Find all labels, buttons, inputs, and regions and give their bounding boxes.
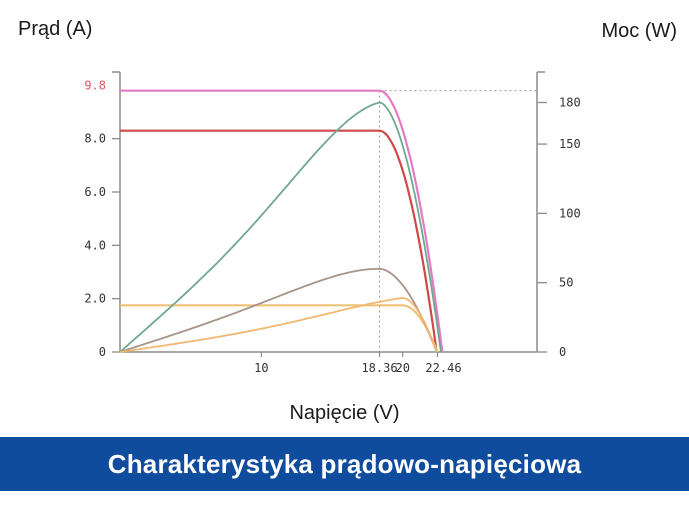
left-axis-title: Prąd (A) xyxy=(18,18,93,40)
left-tick-label: 8.0 xyxy=(84,132,106,146)
current-curve-1 xyxy=(120,129,438,353)
x-tick-label: 22.46 xyxy=(425,361,461,375)
right-axis-title: Moc (W) xyxy=(601,20,677,42)
grid-layer xyxy=(379,90,537,352)
title-banner: Charakterystyka prądowo-napięciowa xyxy=(0,437,689,491)
x-tick-label: 18.36 xyxy=(361,361,397,375)
left-tick-label: 2.0 xyxy=(84,292,106,306)
x-tick-label: 20 xyxy=(395,361,409,375)
current-curve-0 xyxy=(120,89,444,353)
left-tick-label: 6.0 xyxy=(84,185,106,199)
power-curve-3 xyxy=(119,101,442,353)
power-curve-5 xyxy=(119,297,438,353)
x-axis-title: Napięcie (V) xyxy=(289,402,400,424)
x-tick-label: 10 xyxy=(254,361,268,375)
power-curve-4 xyxy=(119,267,438,353)
banner-title: Charakterystyka prądowo-napięciowa xyxy=(107,448,582,479)
left-tick-label: 0 xyxy=(99,345,106,359)
series-layer xyxy=(119,89,444,353)
left-highlight-tick-label: 9.8 xyxy=(84,79,106,93)
right-tick-label: 100 xyxy=(559,206,581,220)
right-tick-label: 150 xyxy=(559,137,581,151)
right-tick-label: 50 xyxy=(559,276,573,290)
left-tick-label: 4.0 xyxy=(84,238,106,252)
right-tick-label: 180 xyxy=(559,95,581,109)
right-tick-label: 0 xyxy=(559,345,566,359)
